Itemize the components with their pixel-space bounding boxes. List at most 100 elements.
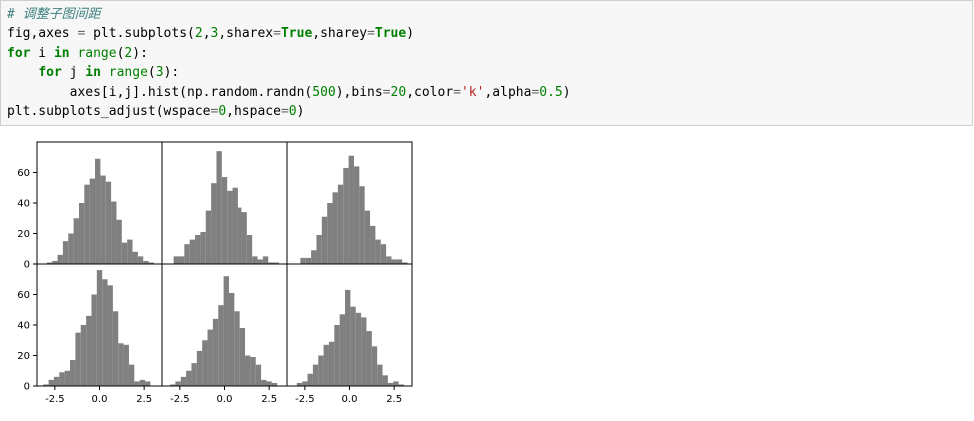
- code-token: ):: [163, 65, 180, 81]
- x-tick-label: 2.5: [386, 394, 402, 405]
- histogram-bar: [89, 178, 96, 264]
- histogram-bar: [305, 257, 312, 264]
- histogram-bar: [132, 251, 138, 264]
- histogram-bar: [175, 381, 181, 386]
- histogram-bar: [105, 181, 112, 264]
- code-token: =: [367, 26, 375, 42]
- histogram-bar: [134, 381, 140, 386]
- histogram-bar: [343, 167, 349, 264]
- code-token: 0: [288, 104, 297, 120]
- histogram-bar: [380, 244, 387, 264]
- code-editor[interactable]: # 调整子图间距 fig,axes = plt.subplots(2,3,sha…: [7, 5, 571, 121]
- y-tick-label: 0: [24, 260, 30, 271]
- code-token: 0: [218, 104, 227, 120]
- histogram-bar: [321, 216, 328, 264]
- histogram-bar: [218, 305, 224, 386]
- histogram-bar: [86, 315, 92, 386]
- code-line: for i in range(2):: [7, 46, 148, 61]
- y-tick-label: 60: [17, 290, 30, 301]
- code-token: ): [296, 104, 305, 120]
- histogram-bar: [43, 384, 49, 386]
- code-token: =: [273, 26, 281, 42]
- histogram-bar: [121, 242, 128, 264]
- histogram-bar: [359, 186, 365, 264]
- histogram-bar: [62, 241, 69, 264]
- histogram-bar: [143, 260, 149, 264]
- code-token: =: [531, 84, 540, 100]
- code-token: # 调整子图间距: [7, 7, 101, 22]
- code-cell[interactable]: # 调整子图间距 fig,axes = plt.subplots(2,3,sha…: [0, 0, 973, 126]
- y-tick-label: 40: [17, 321, 30, 332]
- histogram-bar: [212, 318, 219, 386]
- histogram-bar: [327, 203, 333, 264]
- histogram-bar: [273, 262, 279, 264]
- histogram-bar: [53, 376, 60, 386]
- histogram-bar: [398, 384, 404, 386]
- code-token: [101, 65, 109, 80]
- histogram-bar: [84, 184, 90, 264]
- histogram-bar: [345, 289, 351, 386]
- histogram-bar: [100, 175, 106, 264]
- code-token: 500: [312, 84, 336, 100]
- code-token: plt.subplots(: [85, 26, 195, 42]
- histogram-bar: [311, 250, 317, 264]
- histogram-bar: [96, 270, 103, 386]
- histogram-bar: [350, 306, 356, 386]
- histogram-bar: [355, 312, 362, 386]
- x-tick-label: 0.0: [217, 394, 233, 405]
- code-line: fig,axes = plt.subplots(2,3,sharex=True,…: [7, 26, 414, 41]
- code-token: ,hspace: [226, 104, 281, 120]
- histogram-bar: [91, 294, 97, 386]
- histogram-bar: [139, 379, 146, 386]
- y-tick-label: 40: [17, 199, 30, 210]
- histogram-bar: [211, 183, 217, 264]
- histogram-bar: [216, 151, 222, 264]
- code-token: 2: [124, 45, 133, 61]
- histogram-bar: [173, 256, 179, 264]
- histogram-bar: [246, 235, 253, 264]
- code-token: =: [77, 26, 86, 42]
- histogram-bar: [252, 256, 258, 264]
- histogram-bar: [202, 340, 208, 386]
- histogram-bar: [195, 235, 201, 264]
- histogram-bar: [118, 343, 124, 386]
- histogram-bar: [241, 212, 247, 264]
- histogram-bar: [364, 210, 371, 264]
- code-token: j: [61, 65, 86, 81]
- histogram-bar: [237, 207, 242, 264]
- histogram-bar: [80, 325, 87, 386]
- subplots-grid: 0 20 40 60 0 20 40 60 -2.5 0.0 2.5 -2.5 0.0 2.5 -2.5 0.…: [17, 141, 413, 405]
- histogram-bar: [123, 344, 129, 386]
- histogram-bar: [348, 155, 354, 264]
- code-token: =: [453, 84, 461, 100]
- code-token: [7, 65, 38, 80]
- histogram-bar: [387, 382, 394, 386]
- code-line: # 调整子图间距: [7, 7, 101, 22]
- histogram-bar: [353, 166, 360, 264]
- histogram-bar: [137, 256, 144, 264]
- histogram-bar: [234, 311, 240, 386]
- code-token: ,: [202, 26, 211, 42]
- histogram-bar: [334, 325, 340, 386]
- histogram-bar: [145, 381, 151, 386]
- code-token: i: [30, 45, 54, 61]
- histogram-bar: [382, 375, 388, 386]
- code-line: plt.subplots_adjust(wspace=0,hspace=0): [7, 104, 304, 119]
- code-token: plt.subplots_adjust(wspace: [7, 104, 211, 120]
- x-tick-label: -2.5: [295, 394, 315, 405]
- histogram-bar: [170, 384, 176, 386]
- histogram-bar: [402, 262, 408, 264]
- x-tick-label: -2.5: [45, 394, 65, 405]
- histogram-bar: [111, 201, 117, 264]
- histogram-bar: [232, 187, 238, 264]
- histogram-bar: [266, 381, 272, 386]
- histogram-bar: [312, 364, 319, 386]
- code-token: 20: [390, 84, 407, 100]
- code-token: ): [406, 26, 415, 42]
- code-token: fig,axes: [7, 26, 78, 42]
- code-token: ,sharey: [312, 26, 368, 42]
- histogram-bar: [200, 231, 206, 264]
- histogram-bar: [180, 376, 187, 386]
- code-token: True: [280, 26, 313, 42]
- histogram-bar: [228, 292, 235, 386]
